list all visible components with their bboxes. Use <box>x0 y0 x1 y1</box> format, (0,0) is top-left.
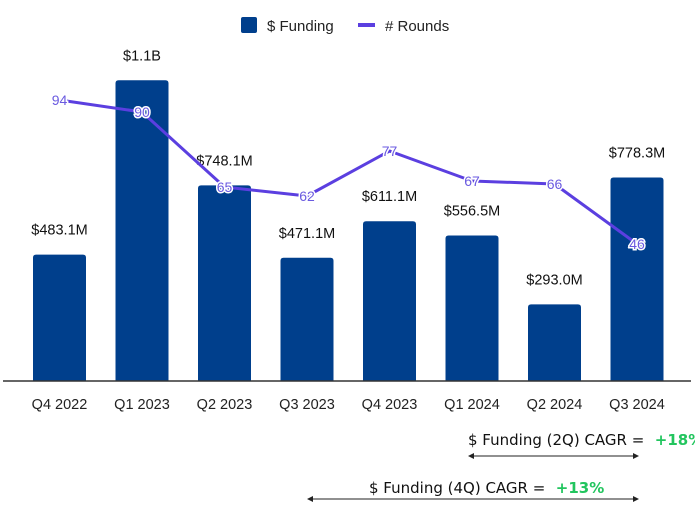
x-axis-tick-labels: Q4 2022 Q1 2023 Q2 2023 Q3 2023 Q4 2023 Q1 20… <box>32 397 665 413</box>
funding-bar <box>198 185 251 381</box>
funding-bar-label: $778.3M <box>609 145 665 161</box>
rounds-line <box>58 98 639 246</box>
funding-bar <box>33 254 86 381</box>
funding-bar <box>280 257 334 381</box>
rounds-labels: 94 90 65 62 77 67 66 46 <box>50 91 646 254</box>
rounds-label: 66 <box>547 176 563 192</box>
funding-bars <box>33 80 664 382</box>
cagr-4q-text: $ Funding (4Q) CAGR = +13% <box>369 479 604 497</box>
cagr-4q-annotation: $ Funding (4Q) CAGR = +13% <box>307 479 639 502</box>
x-tick-label: Q3 2024 <box>609 397 665 413</box>
rounds-label: 94 <box>52 92 68 108</box>
funding-bar-label: $611.1M <box>362 189 417 205</box>
rounds-line-path <box>59 98 638 246</box>
cagr-4q-label: $ Funding (4Q) CAGR = <box>369 479 545 497</box>
x-tick-label: Q4 2022 <box>32 397 88 413</box>
funding-bar-labels: $483.1M $1.1B $748.1M $471.1M $611.1M $556.5M… <box>30 47 667 290</box>
funding-bar-label: $293.0M <box>526 272 582 288</box>
legend: $ Funding # Rounds <box>241 17 449 35</box>
rounds-point <box>635 242 639 246</box>
legend-swatch-rounds <box>358 23 375 27</box>
rounds-point <box>305 194 309 198</box>
x-tick-label: Q2 2023 <box>197 397 253 413</box>
legend-swatch-funding <box>241 17 257 33</box>
rounds-label: 77 <box>382 143 398 159</box>
rounds-point <box>58 98 61 102</box>
funding-bar <box>115 80 169 382</box>
funding-bar-label: $748.1M <box>196 153 252 169</box>
funding-bar-label: $556.5M <box>444 203 500 219</box>
cagr-2q-label: $ Funding (2Q) CAGR = <box>468 431 644 449</box>
funding-bar-label: $483.1M <box>31 223 87 239</box>
legend-label-funding: $ Funding <box>267 18 334 35</box>
funding-bar <box>610 177 664 381</box>
x-tick-label: Q1 2023 <box>114 397 170 413</box>
funding-bar <box>528 304 581 381</box>
x-tick-label: Q1 2024 <box>444 397 500 413</box>
cagr-4q-value: +13% <box>556 479 604 497</box>
rounds-label: 46 <box>629 236 645 252</box>
funding-bar-label: $471.1M <box>279 226 335 242</box>
funding-bar-label: $1.1B <box>123 48 161 64</box>
legend-label-rounds: # Rounds <box>385 18 449 35</box>
x-tick-label: Q3 2023 <box>279 397 335 413</box>
cagr-2q-text: $ Funding (2Q) CAGR = +18% <box>468 431 695 449</box>
rounds-label: 62 <box>299 188 315 204</box>
x-tick-label: Q2 2024 <box>527 397 583 413</box>
cagr-2q-annotation: $ Funding (2Q) CAGR = +18% <box>468 431 695 459</box>
rounds-label: 67 <box>464 173 480 189</box>
funding-bar <box>363 221 416 381</box>
x-tick-label: Q4 2023 <box>362 397 418 413</box>
rounds-point <box>223 185 226 189</box>
rounds-point <box>388 149 391 153</box>
rounds-point <box>470 179 474 183</box>
rounds-label: 90 <box>134 104 150 120</box>
funding-bar <box>445 235 499 381</box>
rounds-label: 65 <box>217 179 233 195</box>
cagr-2q-value: +18% <box>655 431 695 449</box>
rounds-point <box>140 110 144 114</box>
rounds-point <box>553 182 556 186</box>
